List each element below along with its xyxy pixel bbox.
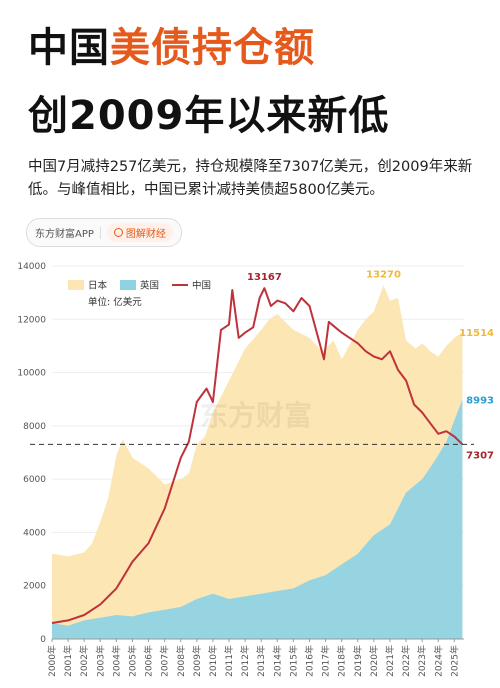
x-tick-label: 2005年 <box>126 645 138 677</box>
unit-label: 单位: 亿美元 <box>88 296 142 308</box>
x-tick-label: 2009年 <box>191 645 203 677</box>
y-tick-label: 12000 <box>17 315 46 325</box>
brand-pill[interactable]: 东方财富APP 图解财经 <box>26 218 182 247</box>
page-title-line-2: 创2009年以来新低 <box>28 93 390 139</box>
y-tick-label: 6000 <box>23 475 46 485</box>
x-tick-label: 2003年 <box>94 645 106 677</box>
series-uk-area <box>52 399 463 639</box>
title-accent: 美债持仓额 <box>110 25 315 71</box>
brand-row: 东方财富APP 图解财经 <box>26 218 182 247</box>
chart-area: 东方财富 0 2000 4000 6000 8000 10000 12000 14000 200… <box>17 262 494 677</box>
chart-annotations: 13167 13270 11514 8993 7307 <box>247 269 494 461</box>
x-tick-label: 2008年 <box>175 645 187 677</box>
x-tick-label: 2016年 <box>304 645 316 677</box>
x-tick-label: 2010年 <box>207 645 219 677</box>
x-tick-label: 2023年 <box>416 645 428 677</box>
legend-swatch-英国 <box>120 280 136 290</box>
x-tick-label: 2006年 <box>143 645 155 677</box>
x-tick-label: 2019年 <box>352 645 364 677</box>
y-tick-label: 0 <box>40 635 46 645</box>
brand-divider <box>99 226 101 239</box>
x-tick-label: 2021年 <box>384 645 396 677</box>
chart-series-layer <box>30 285 474 639</box>
x-tick-label: 2025年 <box>448 645 460 677</box>
x-tick-label: 2004年 <box>110 645 122 677</box>
x-tick-label: 2002年 <box>78 645 90 677</box>
watermark-text: 东方财富 <box>200 399 312 432</box>
annotation-11514: 11514 <box>459 328 494 339</box>
x-tick-label: 2007年 <box>159 645 171 677</box>
y-tick-label: 2000 <box>23 582 46 592</box>
legend-label: 日本 <box>88 280 108 292</box>
y-tick-label: 4000 <box>23 528 46 538</box>
page-title-line-1: 中国美债持仓额 <box>28 28 315 68</box>
y-tick-label: 14000 <box>17 262 46 272</box>
x-tick-label: 2001年 <box>62 645 74 677</box>
x-tick-label: 2024年 <box>432 645 444 677</box>
subtitle-text: 中国7月减持257亿美元，持仓规模降至7307亿美元，创2009年来新低。与峰值… <box>28 159 473 198</box>
y-tick-label: 10000 <box>17 369 46 379</box>
annotation-7307: 7307 <box>466 450 494 461</box>
x-tick-label: 2020年 <box>368 645 380 677</box>
legend-label: 英国 <box>140 280 159 292</box>
brand-tag-label: 图解财经 <box>125 229 166 240</box>
x-tick-label: 2000年 <box>46 645 58 677</box>
chart-axes: 0 2000 4000 6000 8000 10000 12000 14000 2000年 200… <box>17 262 464 677</box>
annotation-13167: 13167 <box>247 272 282 283</box>
y-tick-label: 8000 <box>23 422 46 432</box>
legend-label: 中国 <box>192 280 211 292</box>
x-tick-label: 2012年 <box>239 645 251 677</box>
brand-tag[interactable]: 图解财经 <box>106 223 173 242</box>
x-tick-label: 2018年 <box>336 645 348 677</box>
series-japan-area <box>52 285 463 639</box>
x-tick-label: 2022年 <box>400 645 412 677</box>
x-tick-label: 2017年 <box>320 645 332 677</box>
annotation-13270: 13270 <box>366 269 401 280</box>
legend-swatch-日本 <box>68 280 84 290</box>
x-tick-label: 2015年 <box>287 645 299 677</box>
x-tick-label: 2011年 <box>223 645 235 677</box>
x-tick-label: 2014年 <box>271 645 283 677</box>
brand-app-label: 东方财富APP <box>35 229 94 240</box>
x-tick-label: 2013年 <box>255 645 267 677</box>
title-plain: 中国 <box>28 25 110 71</box>
series-china-line <box>51 287 464 624</box>
chart-search-icon <box>113 228 123 237</box>
annotation-8993: 8993 <box>466 395 494 406</box>
